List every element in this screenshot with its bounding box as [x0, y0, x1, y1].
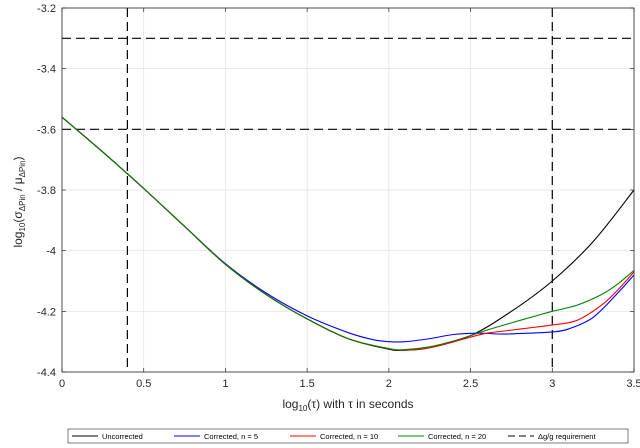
legend: Uncorrected Corrected, n = 5 Corrected, n …: [67, 428, 629, 444]
x-tick-label: 1.5: [299, 378, 314, 390]
y-tick-label: -4.4: [37, 367, 56, 379]
x-tick-label: 2: [386, 378, 392, 390]
y-tick-label: -4.2: [37, 306, 56, 318]
series-line-3: [61, 116, 635, 351]
x-tick-label: 3: [549, 378, 555, 390]
y-tick-label: -3.8: [37, 185, 56, 197]
x-tick-label: 2.5: [463, 378, 478, 390]
axis-ticks: 0 0.5 1 1.5 2 2.5 3 3.5 -4.4 -4.2 -4 -3.8 -3.6 -3.4 -3…: [37, 3, 640, 390]
legend-entry: Corrected, n = 10: [320, 432, 378, 441]
requirement-lines: [62, 8, 634, 372]
legend-entry: Corrected, n = 20: [428, 432, 486, 441]
x-tick-label: 0.5: [136, 378, 151, 390]
x-tick-label: 3.5: [626, 378, 640, 390]
legend-box: [67, 428, 629, 444]
y-tick-label: -4: [46, 246, 56, 258]
y-tick-label: -3.2: [37, 3, 56, 15]
legend-entry: Uncorrected: [102, 432, 143, 441]
legend-entry: Δg/g requirement: [538, 432, 596, 441]
x-axis-label: log10(τ) with τ in seconds: [282, 397, 413, 413]
legend-entry: Corrected, n = 5: [204, 432, 258, 441]
y-axis-label: log10(σΔPin / μΔPin): [11, 156, 27, 247]
x-tick-label: 0: [59, 378, 65, 390]
y-tick-label: -3.4: [37, 64, 56, 76]
y-tick-label: -3.6: [37, 124, 56, 136]
series-lines: [61, 116, 635, 352]
x-tick-label: 1: [222, 378, 228, 390]
